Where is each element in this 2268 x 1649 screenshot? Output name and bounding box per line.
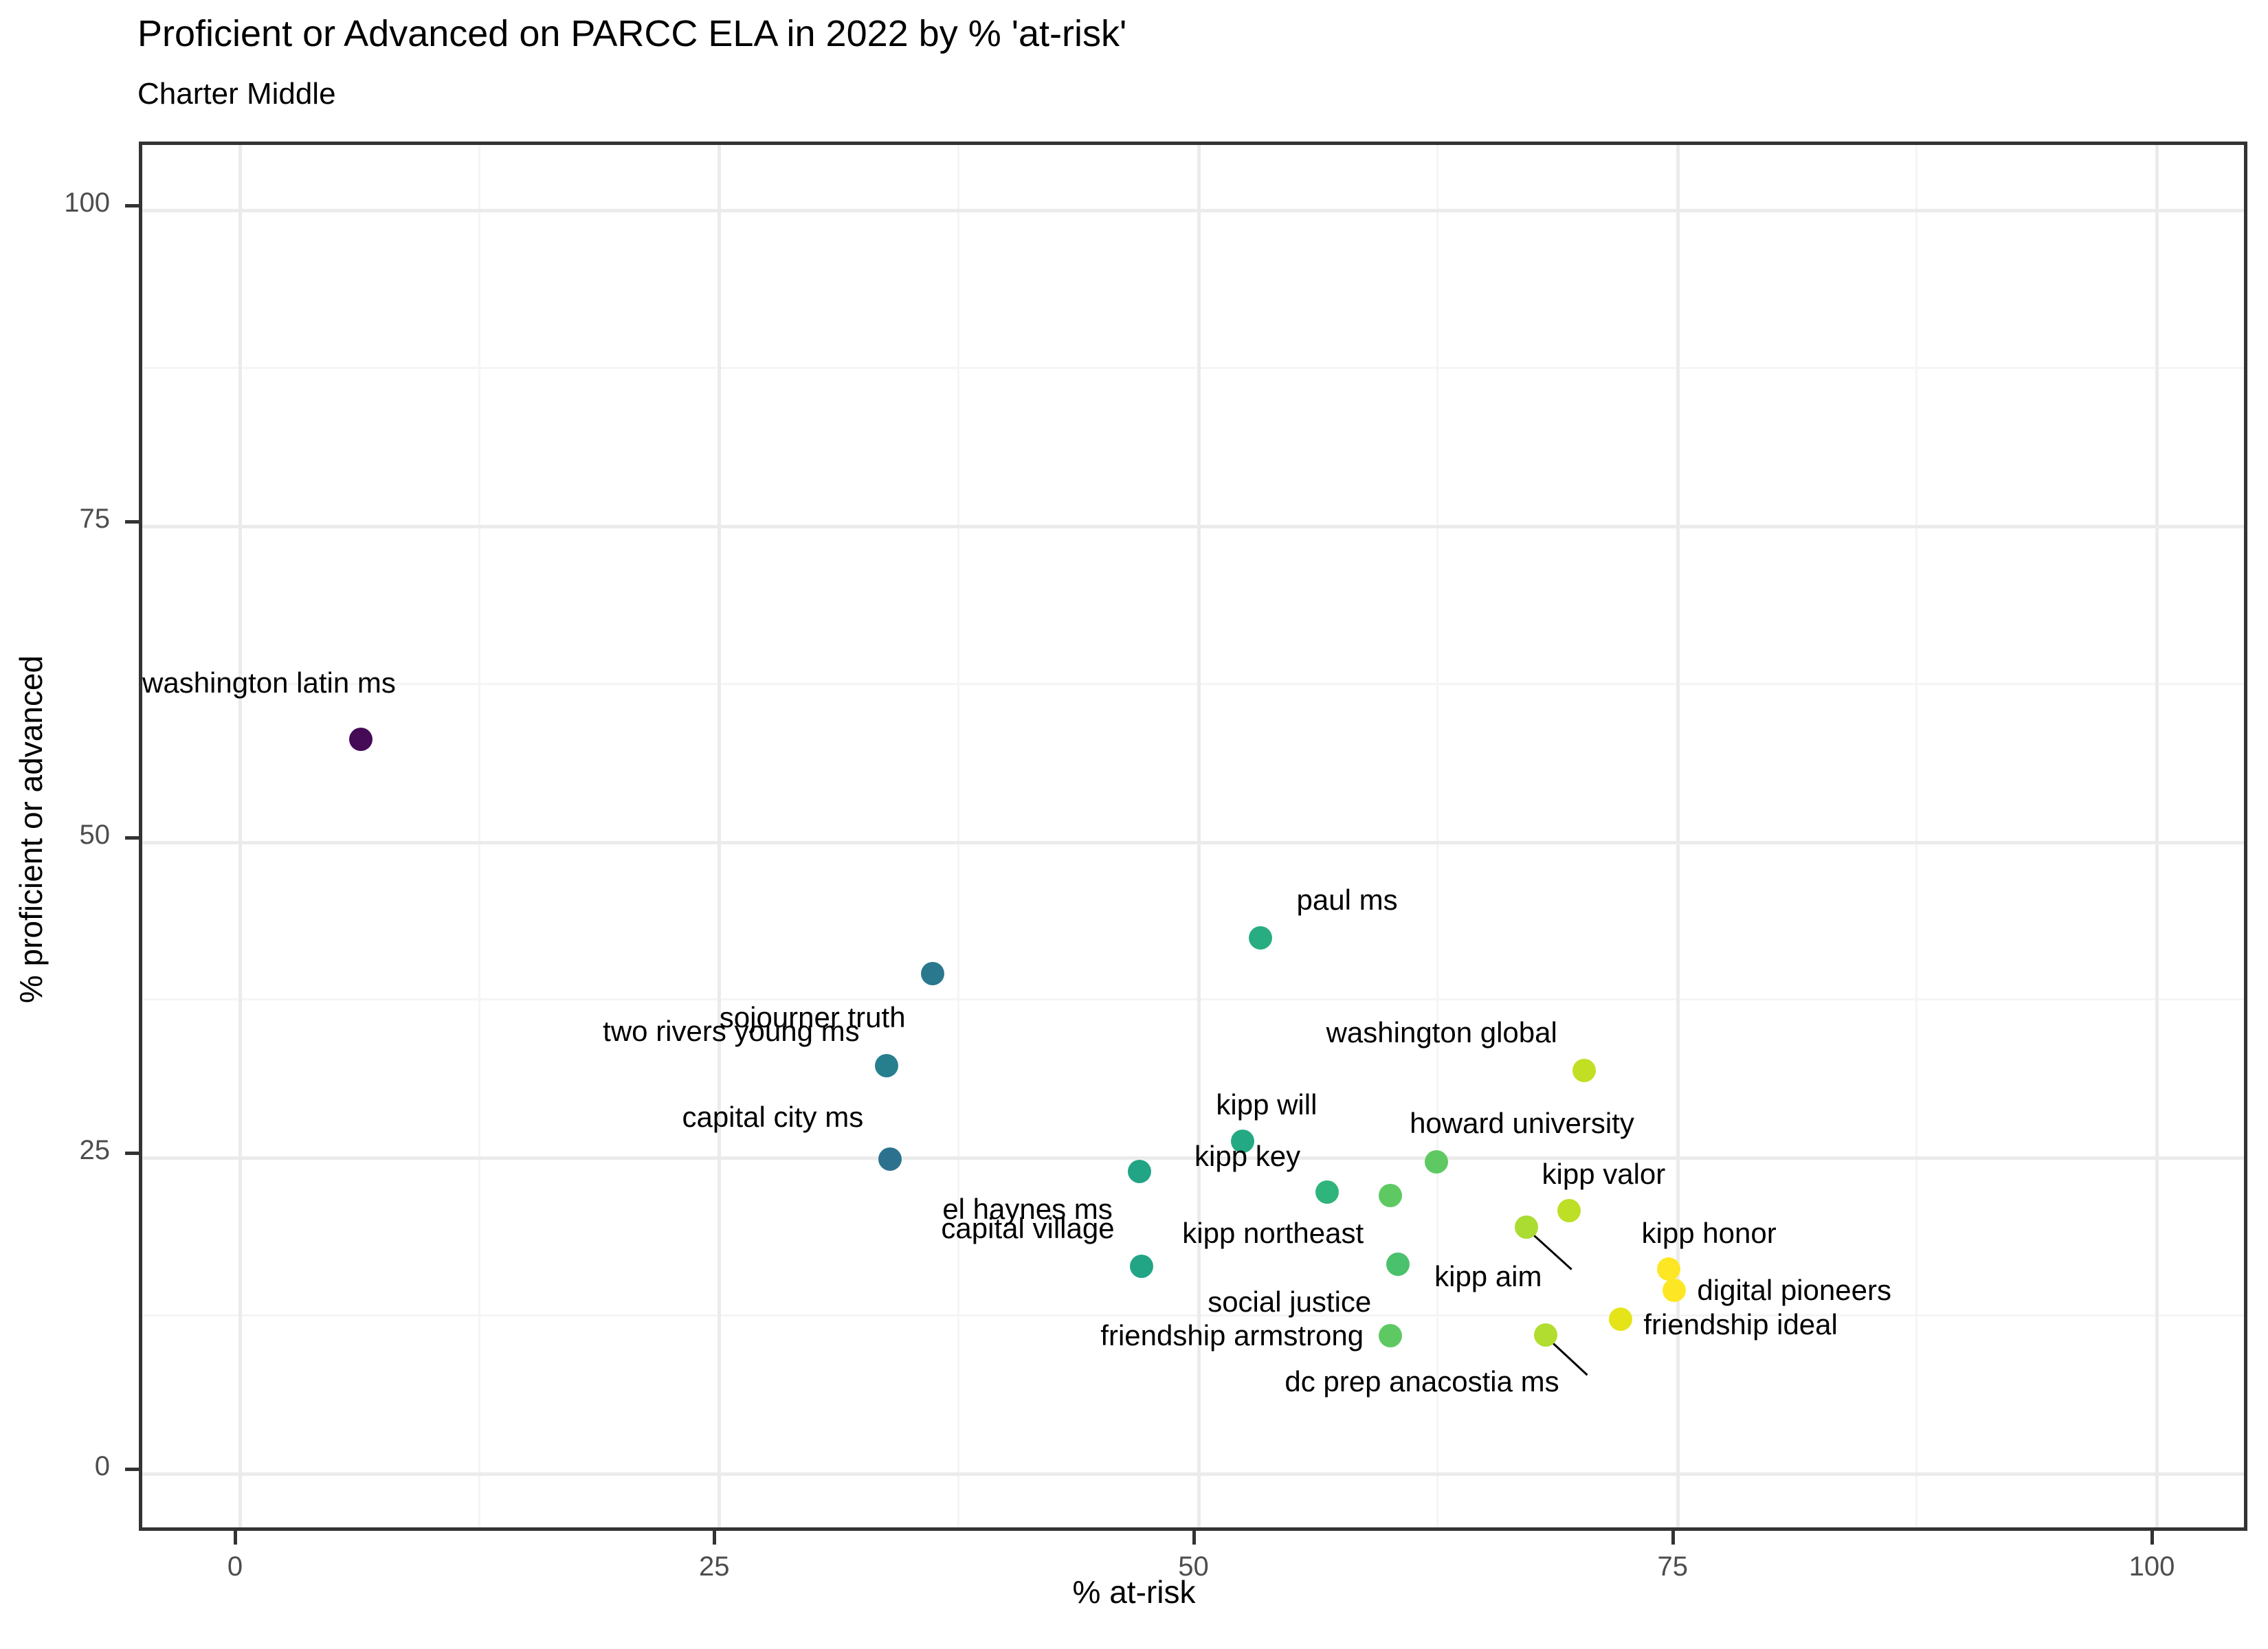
plot-panel: washington latin ms paul ms sojourner trut… bbox=[139, 142, 2247, 1531]
data-point-label: kipp valor bbox=[1542, 1157, 1666, 1190]
grid-line-horizontal bbox=[142, 209, 2244, 212]
chart-title: Proficient or Advanced on PARCC ELA in 2… bbox=[137, 13, 1127, 54]
grid-line-vertical bbox=[1197, 145, 1201, 1527]
grid-line-minor-horizontal bbox=[142, 682, 2244, 685]
x-axis-tick bbox=[2150, 1531, 2154, 1545]
data-point-label: digital pioneers bbox=[1697, 1274, 1891, 1307]
data-point-label: capital city ms bbox=[682, 1101, 864, 1134]
x-axis-tick-label: 100 bbox=[2128, 1551, 2175, 1582]
grid-line-horizontal bbox=[142, 1472, 2244, 1476]
grid-line-vertical bbox=[1676, 145, 1680, 1527]
x-axis-tick bbox=[1192, 1531, 1196, 1545]
data-point[interactable] bbox=[1379, 1324, 1403, 1348]
data-point-label: paul ms bbox=[1296, 883, 1398, 916]
data-point[interactable] bbox=[349, 728, 373, 752]
data-point-label: washington latin ms bbox=[142, 666, 396, 699]
data-point-label: washington global bbox=[1326, 1016, 1557, 1049]
data-point[interactable] bbox=[1608, 1308, 1632, 1332]
data-point[interactable] bbox=[1656, 1257, 1680, 1281]
x-axis-tick-label: 75 bbox=[1657, 1551, 1689, 1582]
data-point-label: friendship armstrong bbox=[1100, 1319, 1364, 1352]
data-point-label: el haynes ms bbox=[942, 1193, 1113, 1226]
grid-line-vertical bbox=[718, 145, 722, 1527]
data-point-label: kipp honor bbox=[1641, 1217, 1777, 1250]
data-point[interactable] bbox=[1534, 1323, 1558, 1347]
data-point-label: howard university bbox=[1410, 1107, 1634, 1140]
y-axis-tick bbox=[125, 835, 139, 840]
x-axis-tick bbox=[713, 1531, 717, 1545]
data-point-label: friendship ideal bbox=[1643, 1308, 1838, 1340]
grid-line-vertical bbox=[2155, 145, 2159, 1527]
x-axis-title: % at-risk bbox=[1072, 1574, 1196, 1610]
data-point-label: two rivers young ms bbox=[603, 1015, 860, 1048]
data-point[interactable] bbox=[1662, 1279, 1686, 1303]
y-axis-tick-label: 100 bbox=[64, 188, 110, 218]
grid-line-horizontal bbox=[142, 1156, 2244, 1160]
grid-line-horizontal bbox=[142, 524, 2244, 528]
grid-line-minor-horizontal bbox=[142, 998, 2244, 1001]
data-point[interactable] bbox=[1248, 926, 1272, 950]
grid-line-minor-horizontal bbox=[142, 1314, 2244, 1317]
x-axis-tick-label: 0 bbox=[227, 1551, 243, 1582]
data-point-label: dc prep anacostia ms bbox=[1285, 1365, 1559, 1398]
grid-line-minor-vertical bbox=[478, 145, 480, 1527]
y-axis-tick bbox=[125, 204, 139, 207]
grid-line-minor-horizontal bbox=[142, 366, 2244, 369]
grid-line-horizontal bbox=[142, 840, 2244, 844]
data-point[interactable] bbox=[1386, 1252, 1410, 1276]
y-axis-tick bbox=[125, 1152, 139, 1156]
grid-line-minor-vertical bbox=[1436, 145, 1439, 1527]
data-point[interactable] bbox=[874, 1053, 898, 1077]
data-point-label: social justice bbox=[1208, 1285, 1372, 1318]
y-axis-tick-label: 0 bbox=[94, 1451, 110, 1481]
x-axis-tick bbox=[1671, 1531, 1675, 1545]
x-axis-tick-label: 25 bbox=[699, 1551, 730, 1582]
data-point[interactable] bbox=[878, 1147, 902, 1171]
data-point-label: sojourner truth bbox=[719, 1000, 906, 1033]
data-point[interactable] bbox=[1557, 1199, 1581, 1223]
grid-line-minor-vertical bbox=[1915, 145, 1918, 1527]
data-point-label: kipp aim bbox=[1434, 1259, 1542, 1292]
data-point[interactable] bbox=[1315, 1180, 1339, 1204]
y-axis-title: % proficient or advanced bbox=[13, 655, 49, 1004]
data-point[interactable] bbox=[920, 961, 944, 985]
chart-subtitle: Charter Middle bbox=[137, 77, 336, 111]
data-point-label: kipp will bbox=[1216, 1088, 1318, 1121]
data-point[interactable] bbox=[1127, 1160, 1151, 1184]
data-point[interactable] bbox=[1515, 1215, 1539, 1239]
y-axis-tick-label: 50 bbox=[79, 819, 111, 850]
y-axis-tick-label: 75 bbox=[79, 503, 111, 534]
grid-line-vertical bbox=[238, 145, 242, 1527]
y-axis-tick-label: 25 bbox=[79, 1135, 111, 1166]
y-axis-tick bbox=[125, 1468, 139, 1471]
data-point[interactable] bbox=[1572, 1059, 1596, 1083]
x-axis-tick bbox=[234, 1531, 237, 1545]
data-point-label: kipp northeast bbox=[1182, 1217, 1364, 1250]
grid-line-minor-vertical bbox=[957, 145, 959, 1527]
data-point[interactable] bbox=[1231, 1130, 1255, 1154]
x-axis-tick-label: 50 bbox=[1178, 1551, 1209, 1582]
data-point[interactable] bbox=[1379, 1184, 1403, 1208]
data-point-label: kipp key bbox=[1194, 1140, 1301, 1173]
data-point-label: capital village bbox=[941, 1212, 1115, 1245]
y-axis-tick bbox=[125, 519, 139, 524]
data-point[interactable] bbox=[1425, 1149, 1449, 1174]
data-point[interactable] bbox=[1129, 1255, 1153, 1279]
